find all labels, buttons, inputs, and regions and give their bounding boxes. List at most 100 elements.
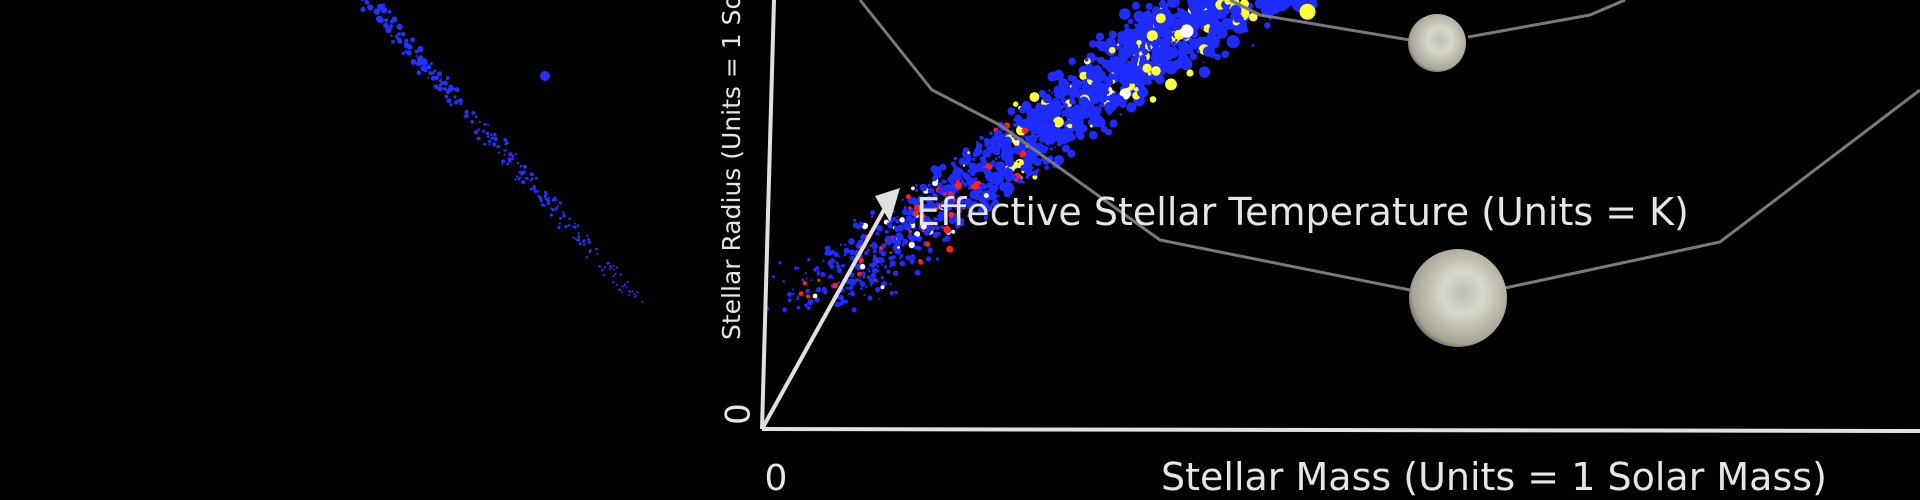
star-dot [836, 281, 840, 285]
star-dot [603, 266, 607, 269]
star-dot [1151, 66, 1161, 76]
star-dot [1155, 74, 1165, 85]
star-dot [895, 218, 900, 224]
star-dot [501, 159, 506, 164]
star-dot [941, 179, 946, 184]
star-dot [547, 196, 550, 199]
star-dot [628, 293, 631, 296]
star-dot [1037, 133, 1042, 138]
star-dot [891, 254, 896, 260]
star-dot [610, 266, 612, 269]
star-dot [845, 286, 849, 290]
star-dot [1162, 80, 1165, 83]
star-dot [814, 297, 820, 303]
star-dot [1134, 87, 1139, 92]
star-dot [899, 260, 906, 267]
y-origin-label: 0 [719, 403, 759, 425]
star-dot [608, 268, 611, 271]
star-dot [813, 268, 817, 272]
star-dot [876, 265, 880, 268]
star-dot [1001, 168, 1009, 176]
star-dot [385, 23, 388, 26]
star-dot [1162, 50, 1165, 53]
star-dot [427, 76, 430, 79]
star-dot [912, 210, 919, 217]
star-dot [970, 210, 975, 214]
star-dot [490, 133, 493, 137]
star-dot [914, 269, 921, 276]
star-dot [994, 157, 998, 161]
star-dot [946, 245, 954, 253]
star-dot [568, 224, 571, 227]
star-dot [897, 245, 901, 249]
star-dot [858, 257, 864, 263]
star-dot [1005, 184, 1015, 193]
star-dot [916, 235, 923, 242]
star-dot [901, 198, 904, 201]
star-dot [956, 218, 964, 227]
star-dot [551, 198, 555, 202]
star-dot [829, 258, 835, 264]
star-dot [858, 221, 864, 227]
star-dot [1054, 129, 1065, 139]
star-dot [905, 194, 911, 200]
star-dot [804, 303, 808, 308]
star-dot [903, 206, 907, 210]
star-dot [577, 236, 581, 239]
star-dot [966, 177, 975, 186]
star-dot [851, 307, 857, 313]
star-dot [1025, 175, 1030, 179]
star-dot [373, 8, 380, 15]
star-dot [1100, 125, 1108, 133]
star-dot [1034, 142, 1044, 152]
star-dot [492, 142, 497, 147]
star-dot [843, 247, 850, 254]
star-dot [792, 292, 795, 296]
star-dot [522, 180, 525, 184]
star-dot [477, 128, 481, 131]
star-dot [1155, 13, 1166, 24]
star-dot [982, 149, 992, 158]
star-dot [577, 232, 580, 235]
star-dot [544, 190, 548, 195]
star-dot [878, 298, 881, 300]
star-dot [940, 201, 945, 205]
star-dot [1045, 120, 1056, 130]
star-dot [1141, 48, 1149, 56]
star-dot [1138, 17, 1148, 27]
star-dot [919, 183, 928, 192]
star-dot [514, 153, 518, 156]
star-dot [585, 256, 589, 259]
star-dot [539, 199, 543, 203]
star-dot [1209, 27, 1218, 36]
star-dot [977, 188, 982, 194]
star-dot [892, 270, 899, 277]
star-dot [1111, 92, 1117, 98]
star-dot [1089, 40, 1097, 48]
star-dot [857, 272, 862, 277]
star-dot [952, 163, 957, 169]
star-dot [453, 87, 456, 91]
star-dot [1114, 95, 1125, 106]
star-dot [896, 232, 903, 239]
star-dot [836, 267, 843, 274]
star-dot [1119, 8, 1131, 20]
star-dot [490, 136, 494, 140]
star-dot [907, 236, 911, 240]
star-dot [883, 266, 887, 269]
star-dot [448, 84, 454, 90]
star-dot [997, 155, 1001, 159]
star-dot [543, 195, 547, 198]
star-dot [549, 213, 554, 217]
star-dot [1138, 83, 1145, 91]
star-dot [967, 151, 970, 155]
star-dot [576, 224, 580, 227]
star-dot [438, 86, 443, 91]
star-dot [1174, 22, 1183, 30]
star-dot [1094, 56, 1099, 61]
star-dot [880, 250, 884, 254]
star-dot [1120, 36, 1124, 41]
star-dot [962, 164, 966, 167]
star-dot [1044, 103, 1054, 113]
star-dot [433, 69, 437, 73]
